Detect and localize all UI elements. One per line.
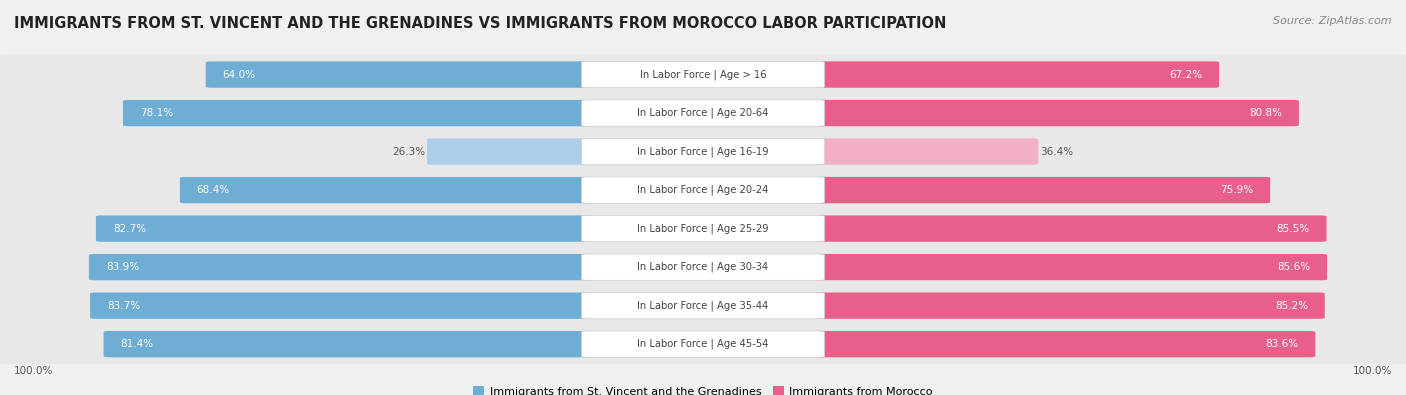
Text: IMMIGRANTS FROM ST. VINCENT AND THE GRENADINES VS IMMIGRANTS FROM MOROCCO LABOR : IMMIGRANTS FROM ST. VINCENT AND THE GREN…: [14, 16, 946, 31]
FancyBboxPatch shape: [90, 292, 593, 319]
Text: 36.4%: 36.4%: [1039, 147, 1073, 156]
Text: 81.4%: 81.4%: [121, 339, 153, 349]
FancyBboxPatch shape: [813, 177, 1270, 203]
Text: 78.1%: 78.1%: [139, 108, 173, 118]
Text: In Labor Force | Age > 16: In Labor Force | Age > 16: [640, 69, 766, 80]
Text: In Labor Force | Age 45-54: In Labor Force | Age 45-54: [637, 339, 769, 350]
Text: In Labor Force | Age 20-64: In Labor Force | Age 20-64: [637, 108, 769, 118]
FancyBboxPatch shape: [0, 247, 1406, 287]
Text: 83.6%: 83.6%: [1265, 339, 1299, 349]
FancyBboxPatch shape: [96, 215, 593, 242]
Text: In Labor Force | Age 30-34: In Labor Force | Age 30-34: [637, 262, 769, 273]
Legend: Immigrants from St. Vincent and the Grenadines, Immigrants from Morocco: Immigrants from St. Vincent and the Gren…: [468, 382, 938, 395]
FancyBboxPatch shape: [582, 100, 824, 126]
Text: 100.0%: 100.0%: [1353, 366, 1392, 376]
FancyBboxPatch shape: [0, 55, 1406, 94]
Text: 26.3%: 26.3%: [392, 147, 426, 156]
Text: 85.2%: 85.2%: [1275, 301, 1308, 310]
Text: 100.0%: 100.0%: [14, 366, 53, 376]
FancyBboxPatch shape: [813, 292, 1324, 319]
FancyBboxPatch shape: [813, 138, 1038, 165]
Text: 83.7%: 83.7%: [107, 301, 141, 310]
Text: In Labor Force | Age 20-24: In Labor Force | Age 20-24: [637, 185, 769, 196]
FancyBboxPatch shape: [89, 254, 593, 280]
FancyBboxPatch shape: [0, 209, 1406, 248]
Text: 75.9%: 75.9%: [1220, 185, 1253, 195]
Text: Source: ZipAtlas.com: Source: ZipAtlas.com: [1274, 16, 1392, 26]
Text: In Labor Force | Age 35-44: In Labor Force | Age 35-44: [637, 300, 769, 311]
FancyBboxPatch shape: [205, 61, 593, 88]
Text: 64.0%: 64.0%: [222, 70, 256, 79]
Text: 68.4%: 68.4%: [197, 185, 229, 195]
FancyBboxPatch shape: [0, 170, 1406, 210]
FancyBboxPatch shape: [813, 215, 1326, 242]
Text: In Labor Force | Age 25-29: In Labor Force | Age 25-29: [637, 223, 769, 234]
FancyBboxPatch shape: [582, 61, 824, 88]
FancyBboxPatch shape: [582, 292, 824, 319]
FancyBboxPatch shape: [813, 254, 1327, 280]
FancyBboxPatch shape: [582, 138, 824, 165]
FancyBboxPatch shape: [813, 100, 1299, 126]
FancyBboxPatch shape: [582, 331, 824, 357]
FancyBboxPatch shape: [0, 324, 1406, 364]
FancyBboxPatch shape: [582, 254, 824, 280]
FancyBboxPatch shape: [582, 215, 824, 242]
Text: 82.7%: 82.7%: [112, 224, 146, 233]
FancyBboxPatch shape: [0, 286, 1406, 325]
Text: 80.8%: 80.8%: [1249, 108, 1282, 118]
FancyBboxPatch shape: [180, 177, 593, 203]
FancyBboxPatch shape: [0, 93, 1406, 133]
Text: 83.9%: 83.9%: [105, 262, 139, 272]
FancyBboxPatch shape: [0, 132, 1406, 171]
Text: 85.5%: 85.5%: [1277, 224, 1309, 233]
FancyBboxPatch shape: [122, 100, 593, 126]
Text: In Labor Force | Age 16-19: In Labor Force | Age 16-19: [637, 146, 769, 157]
Text: 67.2%: 67.2%: [1170, 70, 1202, 79]
FancyBboxPatch shape: [813, 61, 1219, 88]
FancyBboxPatch shape: [427, 138, 593, 165]
Text: 85.6%: 85.6%: [1277, 262, 1310, 272]
FancyBboxPatch shape: [582, 177, 824, 203]
FancyBboxPatch shape: [104, 331, 593, 357]
FancyBboxPatch shape: [813, 331, 1316, 357]
